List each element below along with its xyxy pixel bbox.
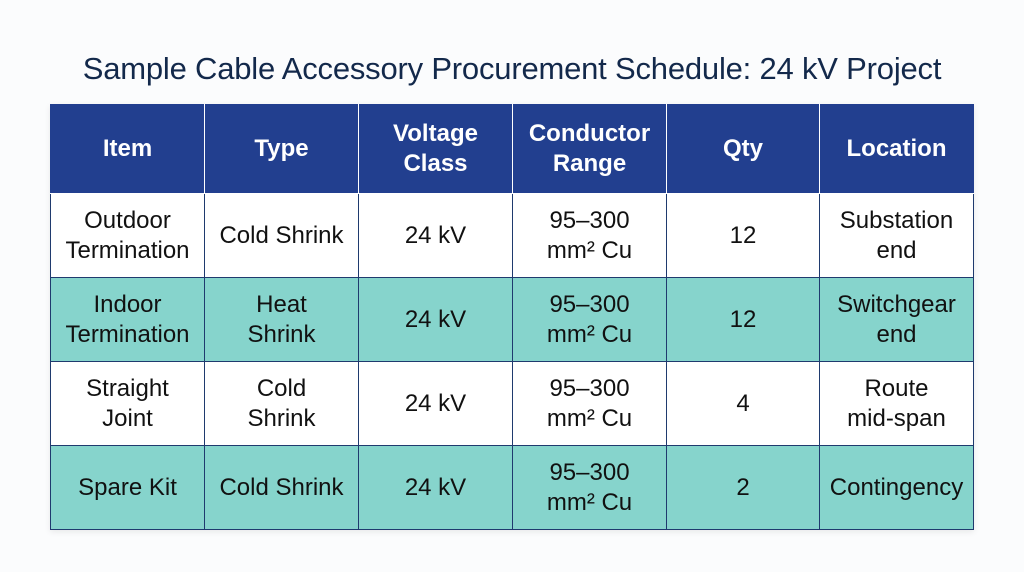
header-conductor-range: Conductor Range [512,104,667,194]
cell-type: Heat Shrink [204,277,359,362]
cell-conductor-range: 95–300 mm² Cu [512,361,667,446]
procurement-schedule-table: Item Type Voltage Class Conductor Range Qt… [50,104,974,530]
table-row: Outdoor Termination Cold Shrink 24 kV 95–300… [50,193,974,278]
cell-conductor-range: 95–300 mm² Cu [512,445,667,530]
cell-qty: 2 [666,445,820,530]
cell-conductor-range: 95–300 mm² Cu [512,277,667,362]
cell-type: Cold Shrink [204,193,359,278]
cell-item-text: Straight [86,374,169,402]
header-qty: Qty [666,104,820,194]
cell-type: Cold Shrink [204,445,359,530]
cell-location-text: end [876,320,917,348]
cell-qty-text: 12 [729,221,757,249]
cell-conductor-range-text: mm² Cu [546,320,633,348]
cell-voltage-class: 24 kV [358,193,513,278]
cell-type-text: Heat [256,290,307,318]
cell-location-text: Substation [839,206,954,234]
table-row: Spare Kit Cold Shrink 24 kV 95–300 mm² Cu 2 Co… [50,445,974,530]
cell-location: Contingency [819,445,974,530]
table-header-row: Item Type Voltage Class Conductor Range Qt… [50,104,974,194]
cell-voltage-class: 24 kV [358,445,513,530]
cell-qty-text: 4 [736,389,750,417]
header-location: Location [819,104,974,194]
cell-qty: 12 [666,277,820,362]
cell-type-text: Cold Shrink [219,473,344,501]
cell-item-text: Termination [65,320,190,348]
cell-voltage-class-text: 24 kV [404,389,467,417]
cell-voltage-class-text: 24 kV [404,305,467,333]
cell-item-text: Spare Kit [78,473,177,501]
cell-conductor-range-text: 95–300 [549,374,630,402]
table-row: Straight Joint Cold Shrink 24 kV 95–300 mm² Cu… [50,361,974,446]
table-row: Indoor Termination Heat Shrink 24 kV 95–300 mm… [50,277,974,362]
cell-item: Spare Kit [50,445,205,530]
cell-location-text: Route [864,374,929,402]
cell-location-text: end [876,236,917,264]
cell-type-text: Shrink [247,404,316,432]
cell-conductor-range-text: 95–300 [549,458,630,486]
header-item: Item [50,104,205,194]
cell-conductor-range-text: 95–300 [549,206,630,234]
cell-item-text: Termination [65,236,190,264]
cell-conductor-range-text: mm² Cu [546,488,633,516]
header-voltage-class: Voltage Class [358,104,513,194]
cell-location: Switchgear end [819,277,974,362]
header-type: Type [204,104,359,194]
cell-item: Indoor Termination [50,277,205,362]
cell-type: Cold Shrink [204,361,359,446]
cell-conductor-range-text: mm² Cu [546,404,633,432]
cell-location-text: mid-span [847,404,946,432]
cell-item: Straight Joint [50,361,205,446]
cell-location: Substation end [819,193,974,278]
cell-qty: 4 [666,361,820,446]
cell-item-text: Outdoor [84,206,171,234]
cell-item: Outdoor Termination [50,193,205,278]
cell-conductor-range-text: 95–300 [549,290,630,318]
cell-voltage-class-text: 24 kV [404,221,467,249]
page-title: Sample Cable Accessory Procurement Sched… [82,50,942,86]
cell-voltage-class-text: 24 kV [404,473,467,501]
cell-type-text: Shrink [247,320,316,348]
cell-location: Route mid-span [819,361,974,446]
cell-conductor-range: 95–300 mm² Cu [512,193,667,278]
cell-location-text: Switchgear [837,290,956,318]
cell-conductor-range-text: mm² Cu [546,236,633,264]
cell-type-text: Cold [256,374,307,402]
cell-type-text: Cold Shrink [219,221,344,249]
cell-item-text: Joint [102,404,153,432]
cell-voltage-class: 24 kV [358,277,513,362]
cell-location-text: Contingency [829,473,964,501]
cell-voltage-class: 24 kV [358,361,513,446]
cell-item-text: Indoor [93,290,162,318]
cell-qty-text: 2 [736,473,750,501]
cell-qty: 12 [666,193,820,278]
cell-qty-text: 12 [729,305,757,333]
